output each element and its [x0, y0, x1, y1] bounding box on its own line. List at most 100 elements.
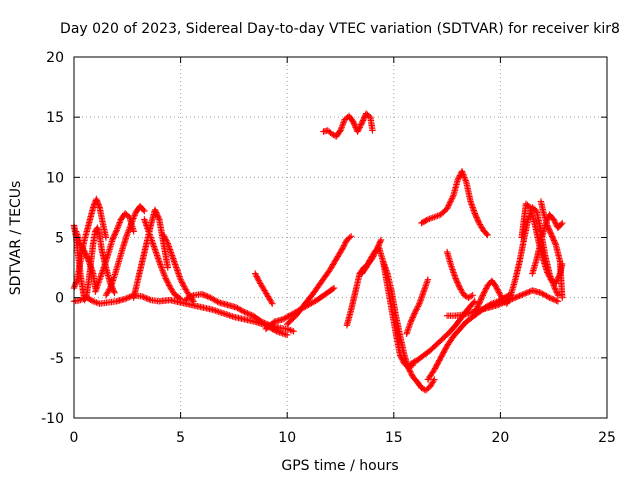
data-point-marker — [454, 176, 461, 183]
data-point-marker — [143, 295, 150, 302]
data-point-marker — [431, 376, 438, 383]
data-point-marker — [363, 262, 370, 270]
data-point-marker — [79, 244, 86, 251]
data-point-marker — [496, 301, 503, 308]
data-point-marker — [365, 258, 373, 266]
data-point-marker — [361, 114, 368, 121]
data-point-marker — [338, 124, 345, 131]
data-point-marker — [152, 207, 159, 215]
data-point-marker — [180, 283, 188, 290]
data-point-marker — [337, 127, 344, 134]
data-point-marker — [161, 233, 168, 240]
data-point-marker — [358, 119, 366, 127]
data-point-marker — [82, 251, 90, 258]
data-point-marker — [554, 298, 562, 305]
data-point-marker — [121, 295, 129, 303]
data-point-marker — [482, 285, 490, 292]
data-point-marker — [472, 307, 479, 314]
data-point-marker — [557, 221, 565, 228]
data-point-marker — [512, 294, 519, 301]
data-point-marker — [446, 201, 453, 208]
data-point-marker — [339, 122, 346, 129]
data-point-marker — [470, 299, 477, 306]
data-point-marker — [109, 236, 116, 244]
data-point-marker — [247, 311, 254, 318]
data-point-marker — [269, 300, 276, 307]
data-point-marker — [559, 219, 566, 227]
data-point-marker — [478, 294, 485, 302]
x-tick-label: 20 — [491, 430, 509, 446]
data-point-marker — [350, 118, 357, 126]
data-point-marker — [550, 236, 557, 243]
data-point-marker — [479, 292, 486, 299]
data-point-marker — [544, 222, 551, 229]
data-point-marker — [200, 291, 207, 298]
data-point-marker — [159, 267, 166, 274]
data-point-marker — [254, 274, 261, 282]
data-point-marker — [83, 254, 91, 261]
data-point-marker — [166, 282, 173, 289]
data-point-marker — [355, 127, 362, 134]
data-point-marker — [261, 319, 268, 327]
data-point-marker — [410, 311, 418, 319]
data-point-marker — [544, 269, 551, 276]
y-axis-title: SDTVAR / TECUs — [8, 181, 24, 296]
data-point-marker — [517, 292, 525, 299]
data-point-marker — [329, 285, 337, 293]
data-point-marker — [362, 264, 370, 271]
series-track-21 — [418, 168, 491, 239]
y-tick-label: 5 — [55, 231, 64, 247]
data-point-marker — [163, 278, 171, 285]
data-point-marker — [117, 217, 124, 225]
data-point-marker — [471, 298, 479, 305]
data-point-marker — [356, 124, 363, 131]
data-point-marker — [190, 298, 197, 305]
x-tick-label: 25 — [598, 430, 616, 446]
data-point-marker — [474, 215, 481, 223]
data-point-marker — [468, 292, 475, 300]
data-point-marker — [480, 289, 488, 296]
data-point-marker — [165, 280, 172, 288]
data-point-marker — [411, 308, 419, 316]
data-point-marker — [164, 279, 172, 286]
data-point-marker — [153, 209, 160, 216]
data-point-marker — [552, 286, 559, 293]
data-point-marker — [408, 371, 415, 378]
data-point-marker — [551, 238, 558, 246]
data-point-marker — [116, 219, 123, 226]
data-point-marker — [253, 273, 260, 280]
y-tick-label: 0 — [55, 291, 64, 307]
data-point-marker — [132, 210, 139, 217]
data-point-marker — [126, 224, 133, 231]
data-point-marker — [544, 293, 552, 301]
data-point-marker — [252, 270, 259, 277]
data-point-marker — [339, 121, 347, 128]
data-point-marker — [161, 234, 169, 242]
data-point-marker — [338, 246, 346, 253]
y-tick-label: 10 — [46, 170, 64, 186]
series-track-11 — [252, 270, 276, 307]
data-point-marker — [482, 286, 489, 294]
data-point-marker — [111, 289, 118, 297]
data-point-marker — [505, 296, 512, 303]
data-point-marker — [476, 299, 483, 306]
data-point-marker — [162, 236, 169, 243]
data-point-marker — [456, 283, 463, 290]
data-point-marker — [84, 255, 91, 263]
data-point-marker — [262, 320, 270, 327]
data-point-marker — [355, 125, 363, 132]
axis-ticks: 0 5 10 15 20 25 -10 -5 0 5 10 15 20 — [41, 50, 616, 446]
data-point-marker — [551, 219, 559, 226]
data-point-marker — [474, 303, 481, 310]
data-point-marker — [473, 306, 480, 313]
data-point-marker — [495, 289, 503, 296]
data-point-marker — [449, 193, 456, 201]
data-point-marker — [252, 271, 260, 279]
data-point-marker — [129, 216, 136, 224]
data-point-marker — [496, 290, 503, 298]
data-point-marker — [127, 222, 134, 230]
data-point-marker — [472, 212, 480, 220]
series-track-26 — [518, 200, 566, 287]
data-point-marker — [475, 218, 482, 225]
